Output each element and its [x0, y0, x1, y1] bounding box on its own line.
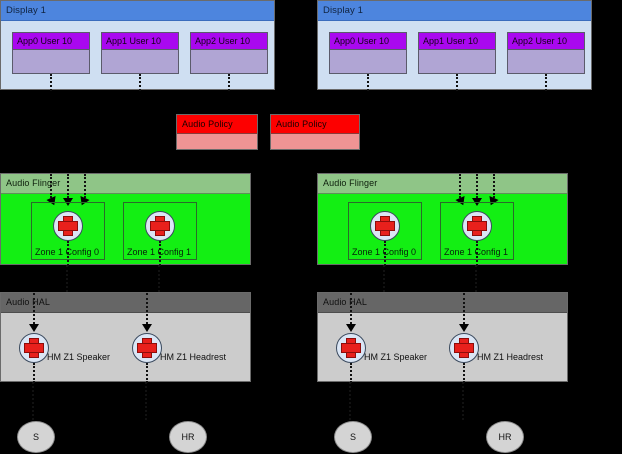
hal-to-device-line — [349, 382, 351, 420]
app-box[interactable]: App0 User 10 — [329, 32, 407, 74]
hal-outbound-line — [146, 363, 148, 383]
app-box-label: App1 User 10 — [419, 33, 495, 50]
audio-flinger-panel-left: Audio Flinger Zone 1 Config 0 Zone 1 Con… — [0, 173, 251, 266]
app-box[interactable]: App1 User 10 — [101, 32, 179, 74]
audio-hal-title-right: Audio HAL — [318, 293, 567, 313]
app-connector-stub — [139, 74, 141, 91]
hal-output-label: HM Z1 Headrest — [477, 352, 544, 362]
device-speaker: S — [334, 421, 372, 453]
hal-output-label: HM Z1 Speaker — [364, 352, 428, 362]
hal-inbound-arrow — [142, 324, 152, 332]
display-panel-title-right: Display 1 — [318, 1, 591, 21]
display-panel-right: Display 1 App0 User 10 App1 User 10 App2… — [317, 0, 592, 91]
audio-flinger-panel-right: Audio Flinger Zone 1 Config 0 Zone 1 Con… — [317, 173, 568, 266]
audio-hal-title-left: Audio HAL — [1, 293, 250, 313]
app-box-label: App0 User 10 — [13, 33, 89, 50]
flinger-to-hal-line — [158, 265, 160, 292]
device-headrest: HR — [169, 421, 207, 453]
app-box[interactable]: App0 User 10 — [12, 32, 90, 74]
mixer-icon — [19, 333, 49, 363]
flinger-to-hal-line — [66, 265, 68, 292]
app-connector-stub — [456, 74, 458, 91]
app-box[interactable]: App2 User 10 — [190, 32, 268, 74]
app-box-label: App1 User 10 — [102, 33, 178, 50]
audio-policy-title-left: Audio Policy — [177, 115, 257, 134]
flinger-to-hal-line — [383, 265, 385, 292]
app-box[interactable]: App2 User 10 — [507, 32, 585, 74]
hal-inbound-arrow — [29, 324, 39, 332]
flinger-inbound-line — [84, 174, 86, 198]
flinger-outbound-line — [476, 241, 478, 266]
hal-outbound-line — [33, 363, 35, 383]
flinger-outbound-line — [159, 241, 161, 266]
hal-to-device-line — [32, 382, 34, 420]
hal-outbound-line — [463, 363, 465, 383]
device-speaker: S — [17, 421, 55, 453]
app-connector-stub — [228, 74, 230, 91]
flinger-inbound-line — [476, 174, 478, 198]
hal-outbound-line — [350, 363, 352, 383]
app-connector-stub — [50, 74, 52, 91]
hal-output-label: HM Z1 Headrest — [160, 352, 227, 362]
hal-inbound-line — [463, 293, 465, 324]
flinger-to-hal-line — [475, 265, 477, 292]
display-panel-title-left: Display 1 — [1, 1, 274, 21]
audio-hal-panel-right: Audio HAL HM Z1 Speaker HM Z1 Headrest — [317, 292, 568, 383]
mixer-icon — [132, 333, 162, 363]
app-connector-stub — [545, 74, 547, 91]
flinger-inbound-line — [67, 174, 69, 198]
audio-hal-panel-left: Audio HAL HM Z1 Speaker HM Z1 Headrest — [0, 292, 251, 383]
device-label: S — [32, 432, 39, 442]
flinger-inbound-line — [493, 174, 495, 198]
device-headrest: HR — [486, 421, 524, 453]
device-label: HR — [181, 432, 195, 442]
mixer-icon — [462, 211, 492, 241]
app-box-label: App2 User 10 — [508, 33, 584, 50]
app-box[interactable]: App1 User 10 — [418, 32, 496, 74]
app-connector-stub — [367, 74, 369, 91]
hal-inbound-line — [33, 293, 35, 324]
audio-policy-title-right: Audio Policy — [271, 115, 359, 134]
app-box-label: App0 User 10 — [330, 33, 406, 50]
hal-to-device-line — [145, 382, 147, 420]
app-box-label: App2 User 10 — [191, 33, 267, 50]
hal-to-device-line — [462, 382, 464, 420]
hal-inbound-line — [146, 293, 148, 324]
display-panel-left: Display 1 App0 User 10 App1 User 10 App2… — [0, 0, 275, 91]
mixer-icon — [53, 211, 83, 241]
device-label: S — [349, 432, 356, 442]
device-label: HR — [498, 432, 512, 442]
audio-flinger-title-right: Audio Flinger — [318, 174, 567, 194]
hal-inbound-line — [350, 293, 352, 324]
mixer-icon — [336, 333, 366, 363]
audio-policy-panel-left: Audio Policy — [176, 114, 258, 150]
flinger-inbound-line — [50, 174, 52, 198]
hal-output-label: HM Z1 Speaker — [47, 352, 111, 362]
mixer-icon — [449, 333, 479, 363]
flinger-outbound-line — [384, 241, 386, 266]
mixer-icon — [370, 211, 400, 241]
audio-flinger-title-left: Audio Flinger — [1, 174, 250, 194]
hal-inbound-arrow — [459, 324, 469, 332]
flinger-outbound-line — [67, 241, 69, 266]
flinger-inbound-line — [459, 174, 461, 198]
hal-inbound-arrow — [346, 324, 356, 332]
audio-policy-panel-right: Audio Policy — [270, 114, 360, 150]
mixer-icon — [145, 211, 175, 241]
